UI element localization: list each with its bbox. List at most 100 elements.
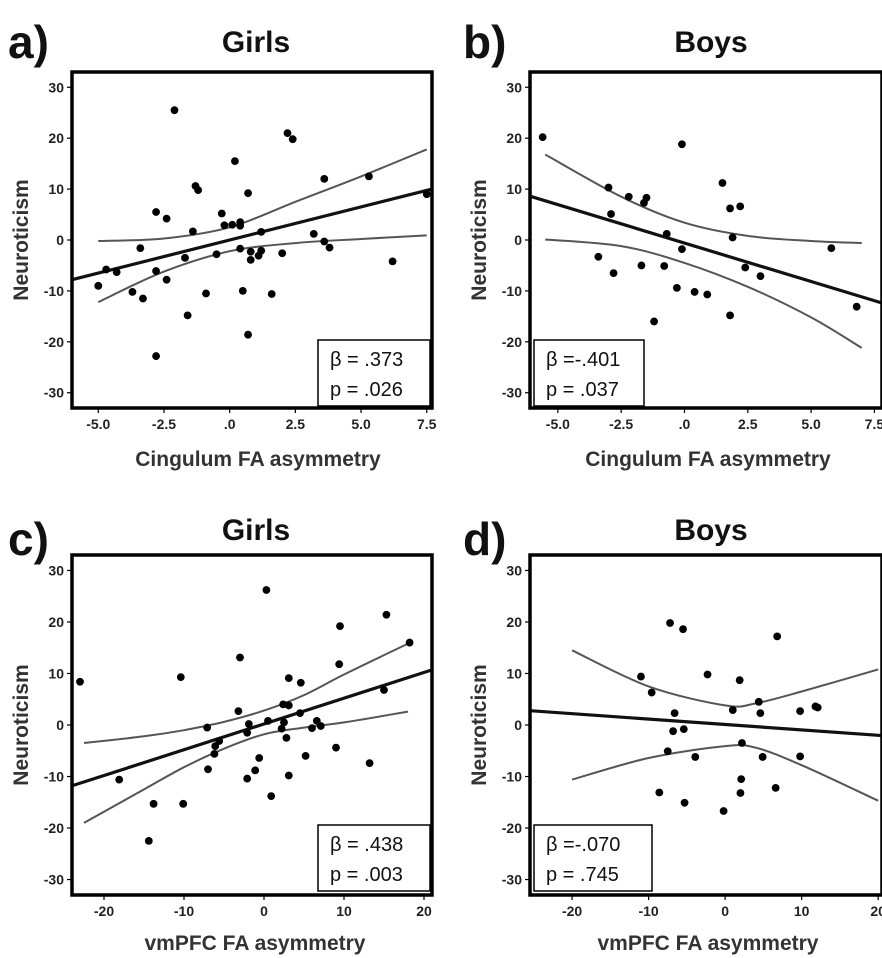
data-point [538,133,547,142]
data-point [758,753,767,761]
y-tick-label: 0 [514,717,522,733]
panel-letter: d) [463,513,506,565]
y-axis-label: Neuroticism [468,664,491,785]
y-tick-label: 10 [506,181,522,197]
y-tick-label: -20 [44,820,64,836]
ci-upper-curve [83,642,409,744]
x-tick-label: 10 [794,903,810,919]
x-tick-label: 0 [721,903,729,919]
data-point [246,255,255,264]
data-point [655,788,664,797]
ci-upper-curve [571,649,879,708]
data-point [243,774,252,783]
data-point [236,653,244,662]
data-point [624,192,633,201]
data-point [262,586,271,594]
x-tick-label: -5.0 [86,416,110,432]
p-value: p = .026 [330,379,403,401]
data-point [228,220,237,229]
data-point [284,771,293,780]
data-point [194,186,203,195]
x-tick-label: 7.5 [865,416,882,432]
panel-letter: a) [8,16,49,68]
data-point [365,172,373,181]
data-point [170,106,179,115]
data-point [244,720,253,728]
data-point [678,245,686,254]
panel-title: Boys [674,26,747,59]
data-point [703,670,712,679]
panel-title: Girls [222,514,290,547]
data-point [670,709,679,718]
data-point [284,674,293,683]
data-point [336,622,344,630]
data-point [267,792,276,800]
x-tick-label: 10 [336,903,352,919]
data-point [754,697,763,706]
data-point [640,198,648,207]
x-tick-label: .0 [679,416,691,432]
data-point [666,619,674,627]
y-tick-label: -30 [44,872,64,888]
data-point [650,317,658,326]
y-tick-label: -20 [502,334,522,350]
data-point [756,272,765,281]
data-point [162,275,171,284]
y-tick-label: 20 [48,614,64,630]
y-tick-label: 30 [506,79,522,95]
x-tick-label: -20 [94,903,114,919]
data-point [267,290,276,298]
data-point [246,247,255,256]
plot-frame [528,70,882,410]
data-point [254,251,263,260]
data-point [149,799,158,808]
data-point [679,625,687,634]
data-point [115,775,124,784]
data-point [691,753,700,761]
y-axis-label: Neuroticism [468,179,491,300]
p-value: p = .003 [330,864,403,886]
panel-letter: c) [8,513,49,565]
ci-lower-curve [545,238,863,349]
data-point [144,837,153,845]
regression-line [530,194,882,305]
panel-d: d) Boys Neuroticism vmPFC FA asymmetry 30 20 1… [463,513,882,955]
data-point [243,728,252,737]
y-axis-label: Neuroticism [10,179,33,300]
plot-frame [528,553,882,897]
data-point [204,765,212,774]
data-point [278,249,287,258]
panel-title: Girls [222,26,290,59]
data-point [277,724,286,733]
x-tick-label: 20 [870,903,882,919]
x-tick-label: 2.5 [286,416,306,432]
x-tick-label: 2.5 [738,416,758,432]
plot-area [530,133,882,349]
y-tick-label: 10 [506,665,522,681]
regression-line [72,187,432,282]
data-point [325,243,334,252]
stats-box [317,824,431,892]
y-tick-label: -20 [44,334,64,350]
plot-area [72,586,432,845]
x-axis-label: Cingulum FA asymmetry [135,448,381,471]
data-point [152,352,160,360]
data-point [365,759,374,768]
data-point [726,204,734,213]
plot-frame [70,553,434,897]
data-point [719,807,728,815]
data-point [244,330,252,339]
y-tick-label: -20 [502,820,522,836]
data-point [679,725,688,734]
stats-box [533,824,653,892]
data-point [660,262,669,270]
x-axis-label: vmPFC FA asymmetry [598,932,819,955]
beta-value: β = .438 [330,834,403,856]
data-point [139,294,147,303]
data-point [827,244,836,253]
data-point [308,724,316,732]
data-point [637,672,645,681]
stats-box [533,339,645,407]
data-point [594,252,603,261]
y-tick-label: -10 [44,769,64,785]
